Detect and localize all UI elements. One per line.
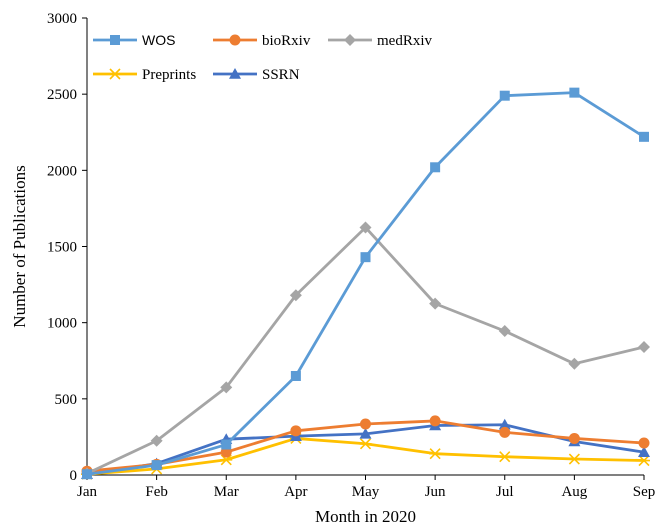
- x-tick-label: Jan: [77, 484, 97, 500]
- series-layer: [81, 87, 650, 480]
- x-ticks: Jan Feb Mar Apr May Jun Jul Aug Sep: [77, 475, 655, 500]
- legend-item-medrxiv: medRxiv: [328, 33, 432, 49]
- legend-label: medRxiv: [377, 33, 432, 49]
- data-point: [360, 418, 371, 430]
- data-point: [498, 451, 511, 463]
- y-tick-label: 1500: [47, 240, 77, 256]
- y-tick-label: 2500: [47, 87, 77, 103]
- data-point: [499, 426, 511, 438]
- y-tick-label: 3000: [47, 11, 77, 27]
- data-point: [638, 454, 650, 467]
- legend-label: SSRN: [262, 67, 300, 83]
- x-tick-label: Jul: [496, 484, 514, 500]
- y-tick-label: 500: [55, 392, 78, 408]
- data-point: [638, 437, 650, 449]
- data-point: [499, 90, 510, 101]
- y-ticks: 0 500 1000 1500 2000 2500 3000: [47, 11, 87, 484]
- legend-item-wos: WOS: [93, 32, 175, 48]
- legend-marker: [229, 68, 241, 79]
- legend: WOS bioRxiv medRxiv Preprints SSRN: [93, 32, 432, 83]
- legend-marker: [110, 35, 120, 45]
- x-tick-label: Aug: [561, 484, 587, 500]
- data-point: [150, 434, 163, 447]
- legend-item-preprints: Preprints: [93, 67, 196, 83]
- x-tick-label: Sep: [633, 484, 656, 500]
- legend-marker: [229, 34, 241, 46]
- data-point: [568, 357, 581, 370]
- x-tick-label: Jun: [425, 484, 446, 500]
- data-point: [498, 418, 511, 430]
- data-point: [638, 446, 650, 457]
- data-point: [360, 252, 371, 263]
- legend-label: bioRxiv: [262, 33, 311, 49]
- y-axis-title: Number of Publications: [10, 165, 29, 327]
- data-point: [359, 221, 372, 234]
- data-point: [290, 370, 301, 381]
- data-point: [289, 289, 302, 302]
- y-tick-label: 2000: [47, 163, 77, 179]
- legend-marker: [344, 34, 356, 46]
- data-point: [290, 425, 302, 437]
- axes: [86, 18, 644, 476]
- legend-label: Preprints: [142, 67, 196, 83]
- legend-marker: [109, 68, 121, 80]
- data-point: [429, 415, 441, 427]
- data-point: [498, 325, 511, 338]
- data-point: [568, 432, 580, 444]
- legend-item-ssrn: SSRN: [213, 67, 300, 83]
- data-point: [638, 341, 650, 354]
- data-point: [639, 131, 649, 142]
- data-point: [430, 162, 441, 173]
- series-line: [85, 91, 646, 476]
- data-point: [151, 460, 162, 471]
- y-tick-label: 1000: [47, 316, 77, 332]
- data-point: [220, 381, 233, 394]
- x-tick-label: May: [352, 484, 380, 500]
- data-point: [359, 427, 372, 439]
- data-point: [359, 438, 372, 450]
- data-point: [568, 453, 581, 465]
- x-axis-title: Month in 2020: [315, 507, 416, 526]
- series-wos: [82, 87, 649, 480]
- data-point: [221, 439, 232, 450]
- x-tick-label: Feb: [145, 484, 168, 500]
- x-tick-label: Mar: [214, 484, 239, 500]
- data-point: [429, 297, 442, 310]
- legend-item-biorxiv: bioRxiv: [213, 33, 311, 49]
- data-point: [82, 469, 92, 480]
- data-point: [569, 87, 580, 98]
- x-tick-label: Apr: [284, 484, 307, 500]
- legend-label: WOS: [142, 32, 175, 48]
- y-tick-label: 0: [70, 468, 78, 484]
- data-point: [429, 448, 442, 460]
